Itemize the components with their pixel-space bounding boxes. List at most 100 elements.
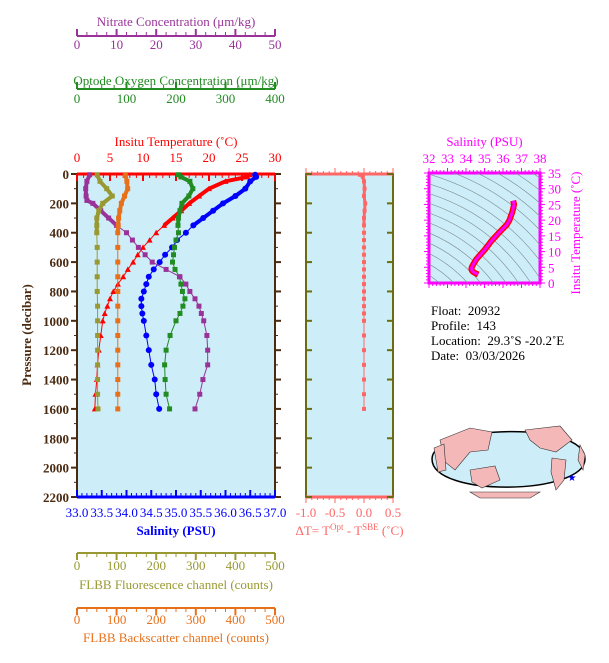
pressure-tick-label: 200 (50, 196, 70, 211)
backscatter-tick-label: 100 (107, 612, 127, 627)
delta-t-tick-label: -1.0 (296, 505, 317, 520)
salinity-tick-label: 34.0 (115, 505, 138, 520)
oxygen-dense-segment (175, 173, 196, 226)
backscatter-tick-label: 500 (265, 612, 285, 627)
temperature-point (110, 288, 117, 294)
temperature-tick-label: 5 (107, 150, 114, 165)
pressure-axis-title: Pressure (decibar) (19, 284, 34, 386)
fluorescence-tick-label: 0 (74, 558, 81, 573)
density-contour (429, 253, 469, 283)
temperature-tick-label: 15 (170, 150, 183, 165)
delta-t-point (362, 216, 366, 221)
nitrate-point (200, 377, 206, 383)
pressure-tick-label: 400 (50, 226, 70, 241)
temperature-point (101, 310, 108, 316)
ts-temp-tick-label: 0 (548, 276, 555, 291)
delta-t-tick-label: -0.5 (325, 505, 346, 520)
delta-t-axis-title: ΔT= TOpt - TSBE (˚C) (295, 522, 403, 538)
ts-salinity-tick-label: 32 (423, 151, 436, 166)
delta-t-title-part: Opt (330, 522, 344, 532)
pressure-tick-label: 0 (63, 167, 70, 182)
backscatter-tick-label: 400 (226, 612, 246, 627)
oxygen-tick-label: 200 (166, 91, 186, 106)
oxygen-point (162, 362, 168, 368)
land-north-america (524, 425, 573, 453)
temperature-dense-segment (162, 173, 252, 227)
salinity-tick-label: 35.0 (165, 505, 188, 520)
land-australia (469, 465, 501, 489)
delta-t-point (362, 186, 367, 191)
fluorescence-point (94, 288, 100, 294)
salinity-point (139, 310, 146, 317)
salinity-tick-label: 36.0 (214, 505, 237, 520)
oxygen-point (170, 259, 176, 265)
delta-t-point (363, 201, 368, 206)
delta-t-point (362, 238, 366, 243)
float-id: Float: 20932 (431, 303, 501, 318)
density-contour (453, 173, 540, 231)
land-africa-edge (433, 443, 447, 473)
oxygen-point (172, 266, 178, 272)
nitrate-point (192, 406, 198, 412)
oxygen-point (162, 377, 168, 383)
oxygen-tick-label: 100 (117, 91, 137, 106)
pressure-tick-label: 1200 (43, 343, 69, 358)
temperature-tick-label: 10 (137, 150, 150, 165)
ts-line (470, 200, 516, 276)
density-contour (429, 173, 540, 246)
temperature-point (124, 266, 131, 272)
temperature-point (140, 244, 146, 250)
fluorescence-point (94, 259, 100, 265)
backscatter-tick-label: 200 (146, 612, 166, 627)
backscatter-dense-segment (115, 174, 130, 233)
delta-t-point (362, 267, 366, 272)
oxygen-series (162, 172, 196, 412)
salinity-point (156, 259, 163, 266)
fluorescence-point (95, 318, 101, 324)
backscatter-point (115, 362, 121, 368)
delta-t-point (362, 274, 366, 279)
salinity-point (148, 361, 155, 368)
nitrate-point (197, 391, 203, 397)
fluorescence-series (94, 172, 116, 412)
delta-t-point (362, 260, 366, 265)
nitrate-axis: 0 10 20 30 40 50 Nitrate Concentration (μm/kg) (74, 14, 282, 52)
nitrate-point (192, 296, 198, 302)
temperature-point (107, 295, 113, 302)
float-info: Float: 20932 Profile: 143 Location: 29.3… (431, 303, 564, 363)
oxygen-point (178, 281, 184, 287)
salinity-point (150, 266, 157, 273)
pressure-tick-label: 1800 (43, 431, 69, 446)
temperature-tick-label: 25 (236, 150, 249, 165)
salinity-point (153, 391, 160, 398)
delta-t-point (362, 318, 366, 323)
salinity-tick-label: 33.5 (90, 505, 113, 520)
salinity-axis: 33.0 33.5 34.0 34.5 35.0 35.5 36.0 36.5 37.0 Sali… (66, 490, 286, 538)
density-contour (476, 173, 540, 217)
delta-t-plot-area (305, 173, 394, 498)
fluorescence-axis: 0 100 200 300 400 500 FLBB Fluorescence channe… (74, 552, 285, 592)
land-antarctica (468, 491, 542, 499)
salinity-point (162, 251, 169, 258)
backscatter-point (115, 274, 121, 280)
oxygen-point (177, 310, 183, 316)
delta-t-point (362, 282, 366, 287)
temperature-axis: 0 5 10 15 20 25 30 Insitu Temperature (˚C) (74, 134, 282, 181)
nitrate-tick-label: 0 (74, 37, 81, 52)
salinity-point (145, 347, 152, 354)
nitrate-point (204, 333, 210, 338)
temperature-tick-label: 0 (74, 150, 81, 165)
oxygen-point (175, 230, 181, 236)
temperature-axis-title: Insitu Temperature (˚C) (114, 134, 237, 149)
salinity-point (182, 229, 189, 236)
backscatter-point (115, 377, 121, 383)
fluorescence-tick-label: 100 (107, 558, 127, 573)
backscatter-point (115, 318, 121, 324)
fluorescence-point (94, 274, 100, 280)
delta-t-point (362, 245, 366, 250)
fluorescence-tick-label: 200 (146, 558, 166, 573)
land-africa-east (577, 443, 586, 472)
fluorescence-point (95, 333, 101, 338)
nitrate-tick-label: 10 (110, 37, 123, 52)
